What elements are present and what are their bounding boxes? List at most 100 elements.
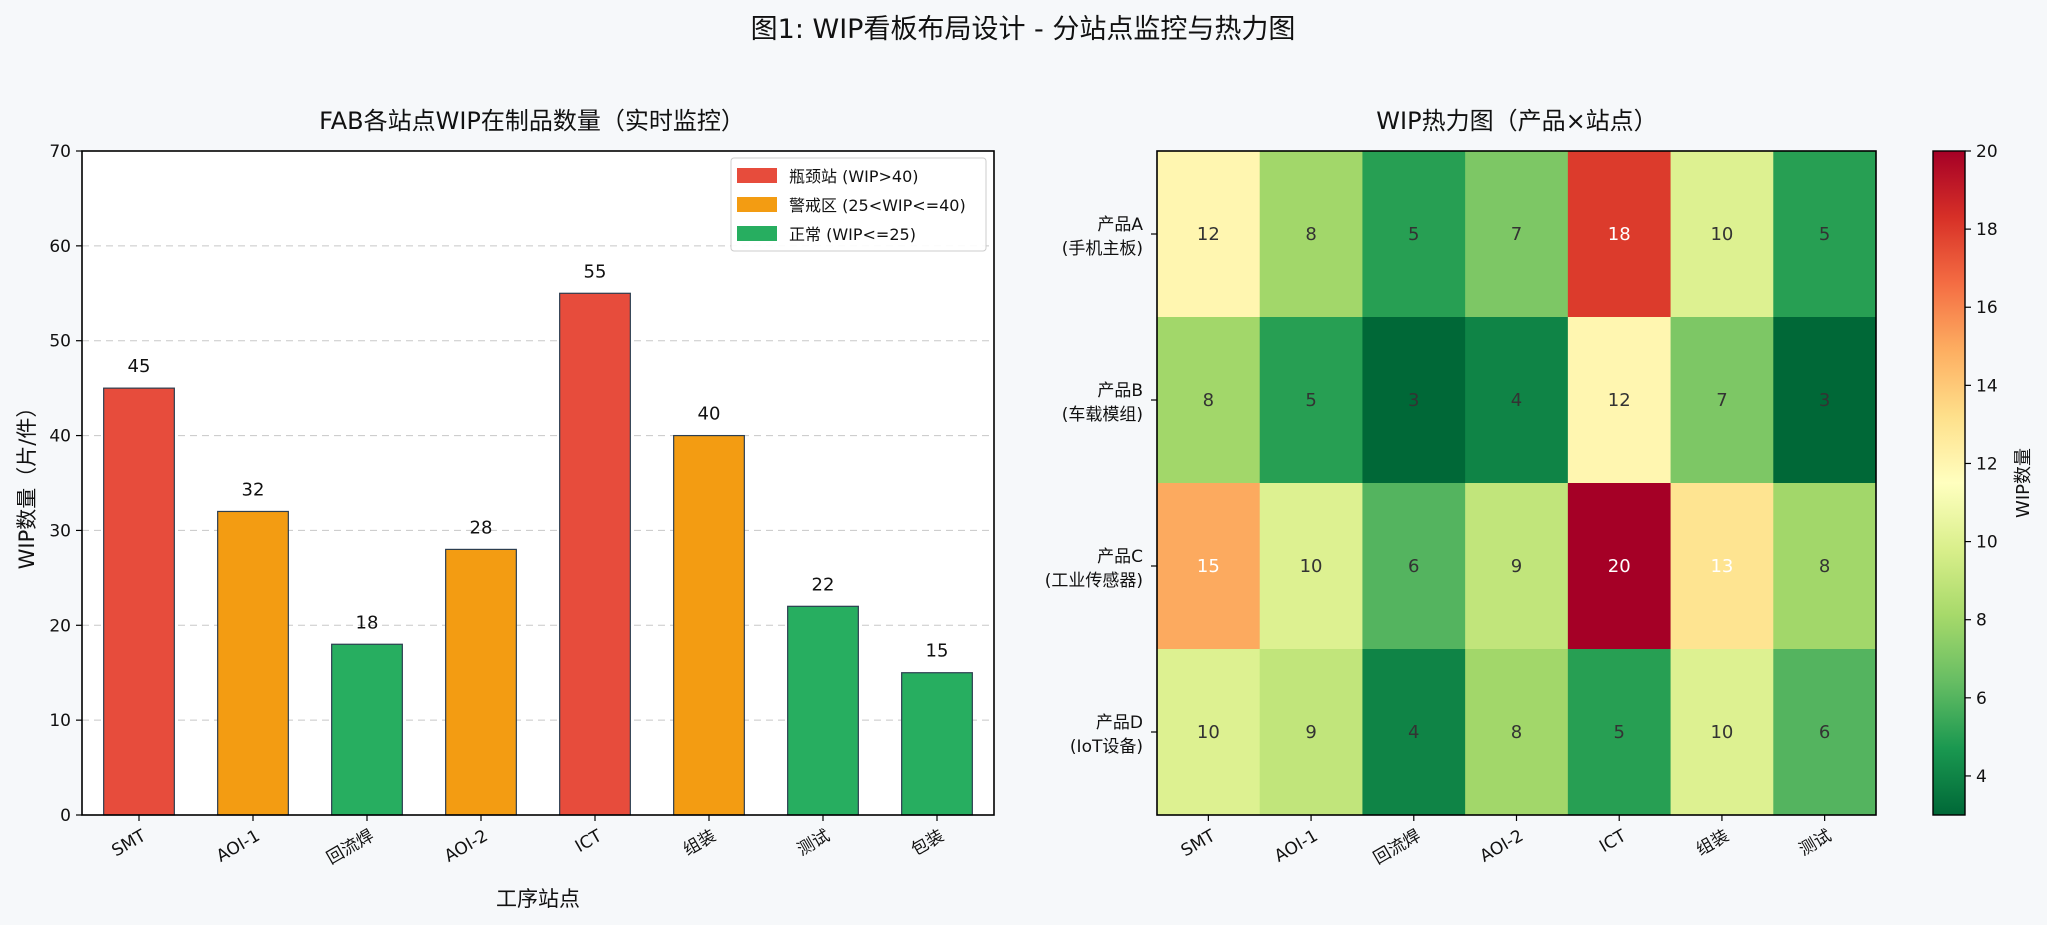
heatmap-y-ticks: 产品A (手机主板) 产品B (车载模组) 产品C (工业传感器) 产品D (IoT设备)	[1045, 215, 1157, 757]
colorbar-tick-label: 16	[1976, 298, 1998, 318]
heatmap-y-tick-label: 产品B	[1097, 381, 1143, 401]
x-tick-label: AOI-1	[213, 826, 263, 867]
y-tick-label: 10	[49, 711, 71, 731]
heatmap-cell	[1465, 649, 1569, 816]
legend-label-warning: 警戒区 (25<WIP<=40)	[789, 196, 966, 215]
y-tick-label: 70	[49, 142, 71, 162]
heatmap-cell	[1259, 483, 1363, 650]
bar-value-label: 15	[926, 641, 949, 662]
heatmap-cell	[1362, 649, 1466, 816]
bar-value-labels: 45 32 18 28 55 40 22 15	[128, 261, 949, 661]
heatmap-cell	[1773, 151, 1877, 318]
heatmap-cell	[1773, 483, 1877, 650]
heatmap-cell-label: 10	[1710, 722, 1733, 743]
y-tick-label: 40	[49, 427, 71, 447]
heatmap-cell	[1567, 151, 1672, 318]
bar	[445, 548, 517, 816]
heatmap-y-tick-label: 产品A	[1097, 215, 1143, 235]
heatmap-x-ticks: SMT AOI-1 回流焊 AOI-2 ICT 组装 测试	[1178, 815, 1835, 869]
colorbar-tick-label: 12	[1976, 454, 1998, 474]
bar	[331, 643, 403, 816]
bar-y-ticks: 0 10 20 30 40 50 60 70	[49, 142, 82, 826]
bar	[901, 672, 973, 816]
heatmap-cell	[1567, 483, 1672, 650]
heatmap-y-tick-label: (工业传感器)	[1045, 571, 1143, 591]
x-tick-label: 包装	[908, 826, 947, 860]
heatmap-cell	[1259, 151, 1363, 318]
y-tick-label: 20	[49, 616, 71, 636]
bar-plot-frame	[81, 150, 995, 816]
heatmap-cell	[1362, 483, 1466, 650]
heatmap-cell-label: 12	[1608, 390, 1631, 411]
legend-label-bottleneck: 瓶颈站 (WIP>40)	[789, 167, 919, 186]
colorbar-frame	[1932, 150, 1966, 816]
x-tick-label: 测试	[794, 826, 833, 860]
heatmap-cell	[1670, 483, 1774, 650]
heatmap-cell-label: 3	[1408, 390, 1419, 411]
heatmap-y-tick-label: 产品C	[1097, 547, 1143, 567]
heatmap-cell-label: 10	[1300, 556, 1323, 577]
heatmap-cell-label: 4	[1511, 390, 1522, 411]
heatmap-cell-label: 7	[1716, 390, 1727, 411]
heatmap-cell-label: 12	[1197, 224, 1220, 245]
bar	[103, 387, 175, 816]
x-tick-label: 组装	[680, 826, 719, 860]
heatmap-x-tick-label: 组装	[1693, 826, 1732, 860]
x-tick-label: ICT	[572, 826, 606, 857]
legend-swatch-bottleneck	[737, 168, 777, 183]
y-tick-label: 0	[60, 806, 71, 826]
bar-legend: 瓶颈站 (WIP>40) 警戒区 (25<WIP<=40) 正常 (WIP<=2…	[730, 157, 987, 252]
heatmap-x-tick-label: 回流焊	[1370, 826, 1424, 869]
heatmap-cell	[1157, 483, 1261, 650]
heatmap-cells	[1157, 151, 1877, 816]
heatmap-cell-label: 15	[1197, 556, 1220, 577]
y-tick-label: 30	[49, 521, 71, 541]
heatmap-cell	[1670, 649, 1774, 816]
heatmap-cell-label: 5	[1305, 390, 1316, 411]
bar-value-label: 55	[584, 261, 607, 282]
heatmap-x-tick-label: AOI-1	[1271, 826, 1321, 867]
heatmap-cell-label: 8	[1819, 556, 1830, 577]
heatmap-cell-label: 18	[1608, 224, 1631, 245]
heatmap-cell	[1465, 317, 1569, 484]
heatmap-cell-label: 6	[1819, 722, 1830, 743]
legend-box	[730, 157, 987, 252]
heatmap-cell-label: 8	[1511, 722, 1522, 743]
heatmap-x-tick-label: ICT	[1596, 826, 1630, 857]
colorbar-tick-label: 20	[1976, 142, 1998, 162]
bar-chart-panel: FAB各站点WIP在制品数量（实时监控） 45 32 18 28 55 40 22 15 0 1…	[15, 107, 995, 911]
x-tick-label: SMT	[108, 826, 150, 862]
heatmap-cell-labels: 12 8 5 7 18 10 5 8 5 3 4 12 7 3 15 10 6 9 20 13 8 10 9 4 8 5 10 6	[1197, 224, 1830, 743]
heatmap-cell	[1157, 649, 1261, 816]
colorbar-tick-label: 18	[1976, 220, 1998, 240]
heatmap-cell	[1362, 151, 1466, 318]
heatmap-y-tick-label: (车载模组)	[1062, 405, 1143, 425]
figure-title: 图1: WIP看板布局设计 - 分站点监控与热力图	[751, 14, 1296, 45]
bar-y-axis-label: WIP数量（片/件）	[15, 397, 39, 570]
colorbar-label: WIP数量	[2013, 448, 2034, 518]
heatmap-x-tick-label: 测试	[1796, 826, 1835, 860]
heatmap-y-tick-label: (手机主板)	[1062, 239, 1143, 259]
bar-value-label: 18	[356, 612, 379, 633]
heatmap-cell	[1465, 483, 1569, 650]
y-tick-label: 60	[49, 237, 71, 257]
bar	[787, 605, 859, 816]
heatmap-title: WIP热力图（产品×站点）	[1376, 107, 1657, 135]
heatmap-cell-label: 10	[1197, 722, 1220, 743]
heatmap-cell-label: 9	[1511, 556, 1522, 577]
heatmap-cell-label: 4	[1408, 722, 1419, 743]
heatmap-cell	[1567, 649, 1672, 816]
heatmap-x-tick-label: AOI-2	[1477, 826, 1527, 867]
heatmap-cell-label: 6	[1408, 556, 1419, 577]
heatmap-cell-label: 8	[1305, 224, 1316, 245]
legend-swatch-normal	[737, 226, 777, 241]
heatmap-cell	[1157, 317, 1261, 484]
heatmap-cell-label: 13	[1710, 556, 1733, 577]
colorbar-tick-label: 14	[1976, 376, 1998, 396]
heatmap-cell-label: 9	[1305, 722, 1316, 743]
heatmap-panel: WIP热力图（产品×站点） 12 8 5 7 18 10 5 8 5 3 4 12 7 3 15 10 6 9 20…	[1045, 107, 2034, 869]
bar-x-ticks: SMT AOI-1 回流焊 AOI-2 ICT 组装 测试 包装	[108, 815, 948, 869]
colorbar-tick-label: 6	[1976, 689, 1987, 709]
bar	[559, 292, 631, 816]
